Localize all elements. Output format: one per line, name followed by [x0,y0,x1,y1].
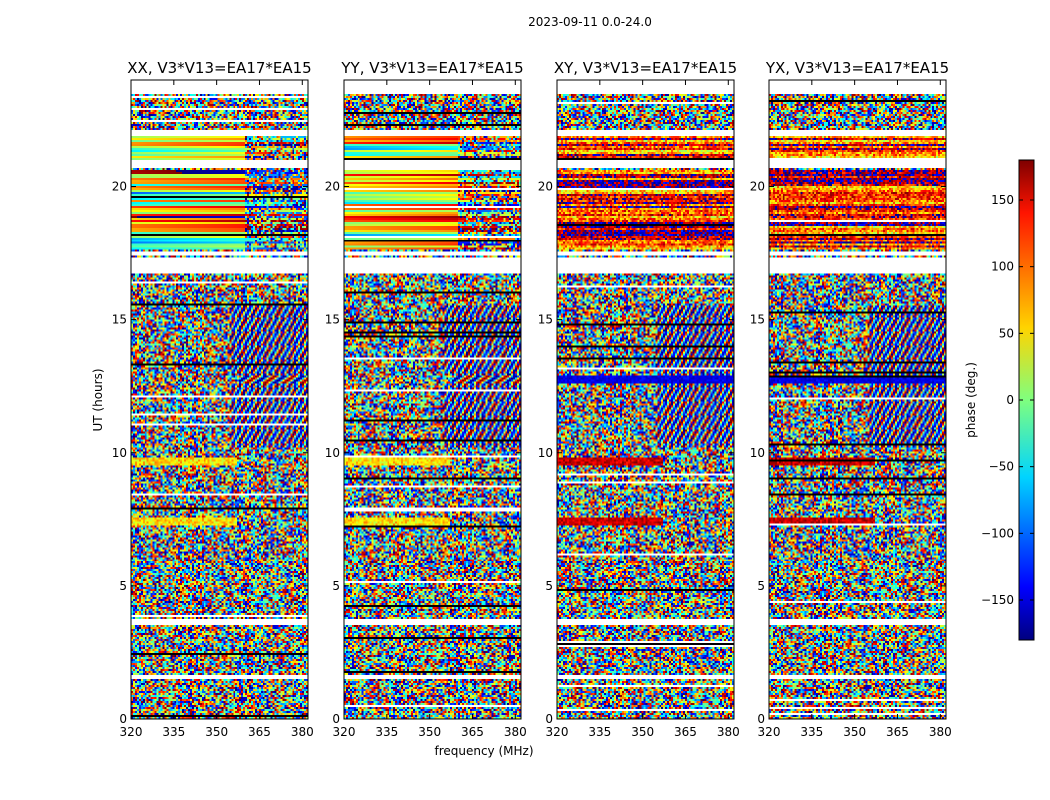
x-tick-label: 335 [375,725,398,739]
x-tick-label: 365 [886,725,909,739]
panel-frame [130,79,309,720]
colorbar-tick-label: 50 [999,326,1014,340]
x-tick-label: 335 [800,725,823,739]
x-tick-label: 380 [717,725,740,739]
colorbar: 150 100 50 0 −50 −100 −150 [981,159,1035,641]
x-tick-label: 350 [631,725,654,739]
y-tick-label: 0 [757,712,765,726]
panel-title: XX, V3*V13=EA17*EA15 [127,59,311,77]
x-tick-label: 365 [461,725,484,739]
y-tick-label: 10 [538,446,553,460]
panel-frame [343,79,522,720]
y-tick-label: 5 [332,579,340,593]
y-tick-label: 20 [325,180,340,194]
y-tick-label: 5 [757,579,765,593]
x-tick-label: 350 [418,725,441,739]
heatmap-image-xx [131,80,308,719]
y-axis-label: UT (hours) [91,368,105,431]
y-tick-label: 20 [538,180,553,194]
panel-title: XY, V3*V13=EA17*EA15 [554,59,737,77]
heatmap-image-xy [557,80,734,719]
y-tick-label: 5 [119,579,127,593]
colorbar-tick-label: −100 [981,526,1014,540]
colorbar-tick-label: 0 [1006,393,1014,407]
heatmap-image-yx [769,80,946,719]
y-tick-label: 0 [332,712,340,726]
panel-xy: XY, V3*V13=EA17*EA15 320 335 350 365 380 0 5 10 1… [538,59,740,739]
x-tick-label: 320 [120,725,143,739]
panel-title: YY, V3*V13=EA17*EA15 [340,59,523,77]
x-tick-label: 320 [758,725,781,739]
x-tick-label: 320 [333,725,356,739]
y-tick-label: 5 [545,579,553,593]
panel-xx: XX, V3*V13=EA17*EA15 320 335 350 365 380 0 5 10 1… [112,59,314,739]
panel-frame [768,79,947,720]
panels: XX, V3*V13=EA17*EA15 320 335 350 365 380 0 5 10 1… [112,59,952,739]
y-tick-label: 20 [112,180,127,194]
panel-yy: YY, V3*V13=EA17*EA15 320 335 350 365 380 0 5 10 1… [325,59,527,739]
y-tick-label: 20 [750,180,765,194]
y-tick-label: 10 [112,446,127,460]
y-tick-label: 0 [119,712,127,726]
y-tick-label: 15 [750,313,765,327]
x-tick-label: 380 [929,725,952,739]
panel-title: YX, V3*V13=EA17*EA15 [765,59,949,77]
colorbar-tick-label: 150 [991,193,1014,207]
x-tick-label: 365 [674,725,697,739]
colorbar-label: phase (deg.) [964,362,978,438]
x-tick-label: 320 [546,725,569,739]
x-tick-label: 350 [843,725,866,739]
x-tick-label: 335 [588,725,611,739]
y-tick-label: 15 [538,313,553,327]
x-tick-label: 335 [162,725,185,739]
y-tick-label: 15 [112,313,127,327]
x-tick-label: 365 [248,725,271,739]
y-tick-label: 15 [325,313,340,327]
colorbar-tick-label: 100 [991,260,1014,274]
x-tick-label: 380 [291,725,314,739]
y-tick-label: 10 [750,446,765,460]
colorbar-tick-label: −150 [981,593,1014,607]
heatmap-image-yy [344,80,521,719]
y-tick-label: 0 [545,712,553,726]
x-tick-label: 350 [205,725,228,739]
x-axis-label: frequency (MHz) [434,744,533,758]
panel-yx: YX, V3*V13=EA17*EA15 320 335 350 365 380 0 5 10 1… [750,59,952,739]
suptitle: 2023-09-11 0.0-24.0 [528,15,652,29]
colorbar-tick-label: −50 [989,460,1014,474]
x-tick-label: 380 [504,725,527,739]
panel-frame [556,79,735,720]
y-tick-label: 10 [325,446,340,460]
